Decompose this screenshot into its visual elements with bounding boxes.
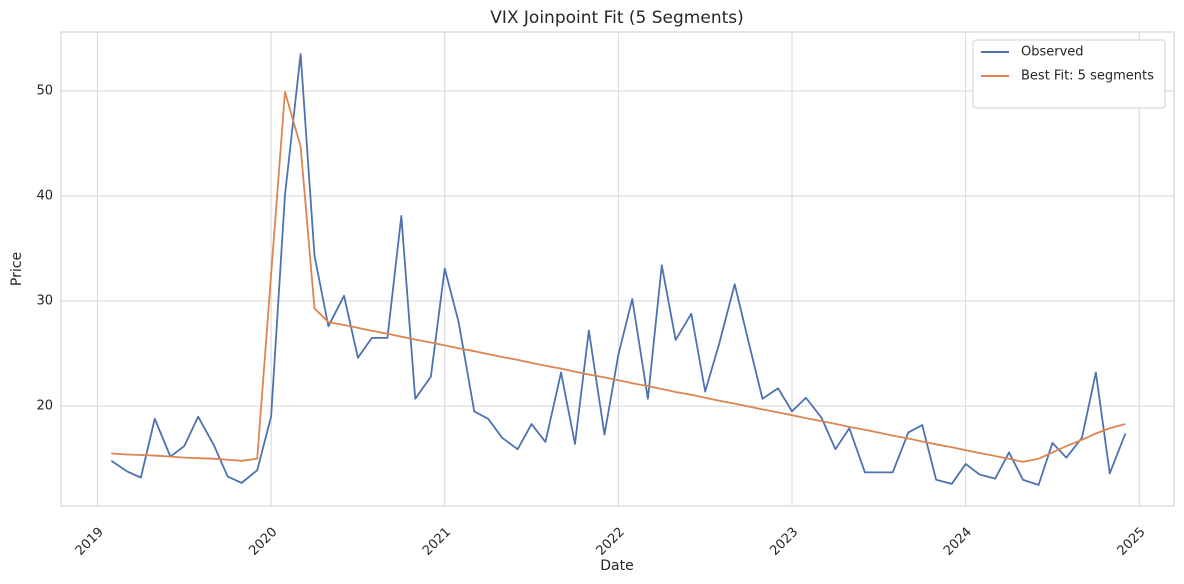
legend-label: Best Fit: 5 segments: [1021, 69, 1154, 84]
y-axis-label: Price: [9, 252, 25, 286]
line: [110, 53, 1127, 486]
x-axis-label: Date: [600, 558, 633, 574]
y-tick-label: 40: [36, 188, 53, 203]
y-tick-label: 20: [36, 399, 53, 414]
line: [111, 91, 1126, 463]
legend-box: [972, 39, 1166, 109]
plot-frame: [60, 31, 1175, 507]
y-tick-label: 30: [36, 294, 53, 309]
y-tick-label: 50: [36, 83, 53, 98]
chart-title: VIX Joinpoint Fit (5 Segments): [490, 8, 744, 28]
legend-label: Observed: [1021, 45, 1084, 60]
